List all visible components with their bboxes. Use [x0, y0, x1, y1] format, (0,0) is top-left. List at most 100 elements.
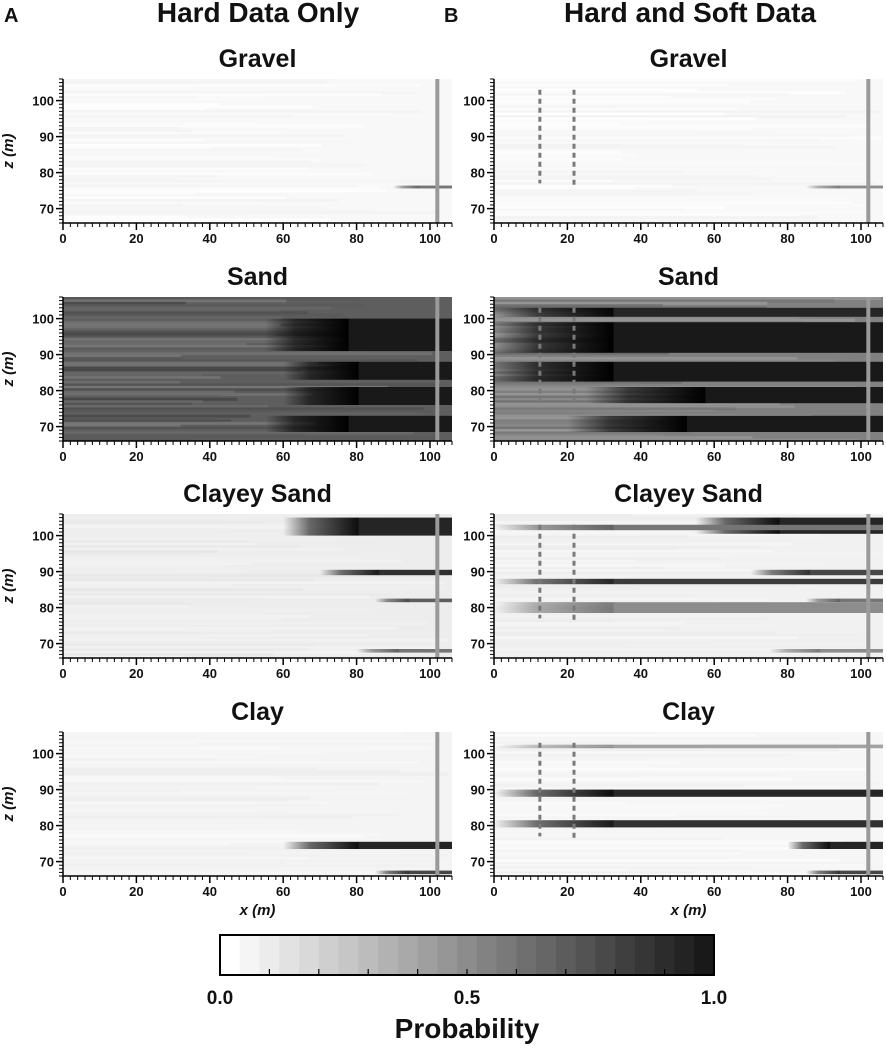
heatmap-texture-row [63, 626, 396, 630]
heatmap-texture-row [494, 612, 850, 616]
band-fade [494, 602, 614, 613]
heatmap-texture-row [494, 530, 693, 534]
band-fade [787, 841, 831, 849]
heatmap-texture-row [63, 93, 382, 97]
x-tick-label: 80 [349, 884, 363, 899]
heatmap-texture-row [494, 318, 855, 322]
heatmap-texture-row [494, 184, 673, 188]
heatmap-texture-row [63, 849, 452, 853]
heatmap-texture-row [63, 86, 194, 90]
heatmap-texture-row [63, 153, 399, 157]
z-axis-label: z (m) [0, 352, 17, 388]
heatmap-texture-row [63, 796, 311, 800]
heatmap-texture-row [63, 768, 318, 771]
heatmap-texture-row [494, 622, 683, 625]
heatmap-texture-row [63, 559, 402, 563]
heatmap-texture-row [494, 554, 736, 558]
z-tick-label: 90 [471, 130, 485, 145]
probability-band [750, 569, 883, 576]
x-tick-label: 60 [276, 884, 290, 899]
heatmap-texture-row [63, 359, 419, 363]
z-tick-label: 80 [471, 166, 485, 181]
colorbar-segment [378, 935, 399, 975]
heatmap-texture-row [63, 388, 429, 392]
heatmap-texture-row [494, 835, 850, 839]
heatmap-texture-row [494, 155, 688, 159]
probability-band [805, 185, 883, 189]
heatmap-texture-row [494, 316, 800, 320]
x-tick-label: 0 [490, 666, 497, 681]
z-tick-label: 70 [471, 202, 485, 217]
heatmap-texture-row [63, 526, 417, 529]
band-core [686, 415, 883, 432]
heatmap-texture-row [63, 605, 189, 609]
heatmap-texture-row [63, 79, 337, 82]
heatmap-texture-row [63, 395, 221, 399]
x-tick-label: 0 [490, 231, 497, 246]
heatmap-texture-row [63, 569, 248, 573]
band-fade [585, 387, 706, 404]
heatmap-texture-row [63, 744, 280, 747]
heatmap-texture-row [63, 313, 344, 317]
x-tick-label: 100 [419, 449, 441, 464]
heatmap-texture-row [63, 547, 344, 551]
colorbar-segment [476, 935, 498, 975]
heatmap-texture-row [494, 83, 730, 87]
heatmap-texture-row [494, 770, 808, 774]
x-tick-label: 100 [850, 884, 872, 899]
heatmap-texture-row [63, 206, 325, 210]
colorbar-segment [496, 935, 517, 975]
colorbar-segment [259, 935, 280, 975]
heatmap-texture-row [63, 402, 192, 406]
heatmap-texture-row [63, 124, 364, 128]
column-letter-b: B [444, 5, 458, 27]
heatmap-texture-row [494, 638, 867, 642]
heatmap-texture-row [63, 734, 209, 738]
heatmap-texture-row [494, 518, 805, 522]
probability-band [567, 415, 883, 432]
heatmap-texture-row [63, 583, 232, 587]
heatmap-texture-row [494, 583, 798, 587]
heatmap-texture-row [63, 772, 448, 776]
x-tick-label: 80 [780, 449, 794, 464]
heatmap-texture-row [494, 189, 698, 193]
heatmap-texture-row [494, 586, 638, 589]
heatmap-texture-row [63, 88, 263, 92]
x-tick-label: 40 [634, 231, 648, 246]
band-core [358, 387, 452, 405]
heatmap-texture-row [63, 760, 419, 764]
heatmap-texture-row [494, 571, 881, 575]
heatmap-texture-row [63, 643, 315, 647]
heatmap-texture-row [494, 431, 693, 435]
heatmap-texture-row [494, 107, 740, 111]
heatmap-texture-row [63, 562, 252, 565]
heatmap-texture-row [494, 758, 794, 762]
heatmap-texture-row [494, 566, 663, 570]
heatmap-texture-row [63, 163, 367, 166]
heatmap-texture-row [494, 182, 879, 186]
heatmap-b-sand [494, 297, 883, 441]
heatmap-texture-row [494, 208, 686, 212]
heatmap-texture-row [63, 600, 247, 604]
panel-a-sand: Sand 0 20 40 60 80 100 70 80 90 100 z (m) [0, 263, 453, 464]
heatmap-texture-row [63, 804, 318, 807]
heatmap-texture-row [494, 557, 720, 561]
x-tick-label: 0 [59, 884, 66, 899]
x-tick-label: 60 [707, 449, 721, 464]
heatmap-texture-row [494, 813, 677, 817]
heatmap-texture-row [63, 523, 401, 527]
z-tick-label: 70 [471, 855, 485, 870]
heatmap-texture-row [63, 397, 238, 401]
heatmap-texture-row [494, 866, 753, 870]
heatmap-texture-row [494, 648, 859, 652]
heatmap-texture-row [494, 653, 860, 657]
heatmap-texture-row [63, 514, 382, 517]
heatmap-texture-row [63, 823, 222, 827]
heatmap-texture-row [63, 753, 215, 757]
heatmap-texture-row [63, 208, 376, 212]
heatmap-texture-row [494, 641, 711, 645]
probability-band [494, 524, 883, 531]
heatmap-texture-row [63, 342, 247, 346]
heatmap-texture-row [63, 172, 371, 176]
heatmap-texture-row [63, 167, 311, 171]
